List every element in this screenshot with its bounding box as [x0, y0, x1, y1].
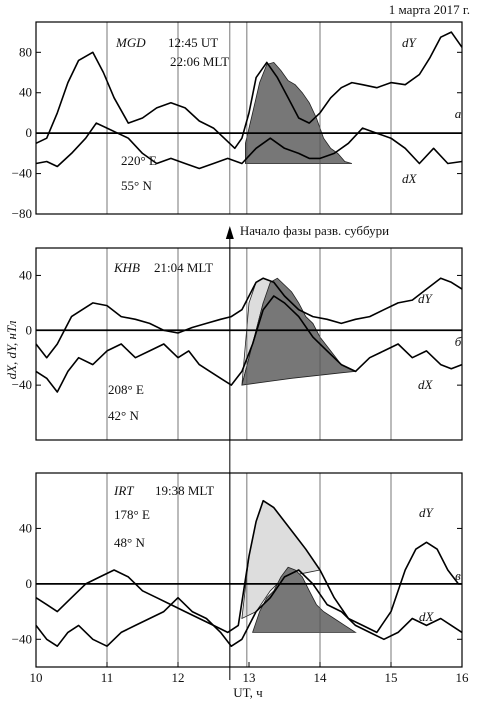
panel-c-longitude: 178° E	[114, 507, 150, 522]
panel-c-series-dX	[35, 569, 463, 648]
panel-b-shaded-bay-2	[241, 277, 357, 386]
panel-c-station: IRT	[113, 483, 134, 498]
panel-b-ytick-label--40: −40	[12, 377, 32, 392]
panel-a-series-dY	[35, 31, 463, 150]
panel-a-ytick-label-0: 0	[26, 125, 33, 140]
panel-b-series-dX	[35, 295, 463, 393]
panel-b-dY-label: dY	[418, 291, 434, 306]
panel-b-latitude: 42° N	[108, 408, 139, 423]
xtick-label-14: 14	[314, 670, 328, 685]
panel-a-longitude: 220° E	[121, 153, 157, 168]
panel-a: −80 −40 0 40 80 MGD 12:45 UT 22:06 MLT 220° E 55°…	[12, 21, 463, 221]
panel-b-dX-label: dX	[418, 377, 434, 392]
panel-c-ytick-label-0: 0	[26, 576, 33, 591]
xtick-label-13: 13	[243, 670, 256, 685]
panel-b-frame	[35, 247, 463, 441]
panel-a-dX-label: dX	[402, 171, 418, 186]
panel-c-ytick-label--40: −40	[12, 631, 32, 646]
x-axis-ticks: 10 11 12 13 14 15 16	[30, 662, 470, 685]
panel-b-station: KHB	[113, 260, 140, 275]
panel-a-latitude: 55° N	[121, 178, 152, 193]
panel-b: −40 0 40 KHB 21:04 MLT 208° E 42° N dY dX б	[12, 247, 463, 441]
panel-a-ytick-label--80: −80	[12, 206, 32, 221]
panel-c-panel-letter: в	[455, 568, 461, 583]
panel-a-ytick-label-40: 40	[19, 85, 32, 100]
panel-b-mlt: 21:04 MLT	[154, 260, 213, 275]
panel-c-latitude: 48° N	[114, 535, 145, 550]
x-axis-label: UT, ч	[233, 685, 263, 700]
y-axis-label: dX, dY, нТл	[4, 320, 19, 379]
xtick-label-10: 10	[30, 670, 43, 685]
panel-c: −40 0 40 IRT 19:38 MLT 178° E 48° N dY dX в	[12, 472, 463, 668]
panel-a-station: MGD	[115, 35, 146, 50]
panel-a-panel-letter: а	[455, 106, 462, 121]
panel-c-dY-label: dY	[419, 505, 435, 520]
substorm-onset-marker: Начало фазы разв. суббури	[225, 223, 389, 680]
panel-b-series-dY	[35, 277, 463, 359]
panel-b-panel-letter: б	[455, 334, 462, 349]
panel-a-dY-label: dY	[402, 35, 418, 50]
xtick-label-15: 15	[385, 670, 398, 685]
panels: −80 −40 0 40 80 MGD 12:45 UT 22:06 MLT 220° E 55°…	[12, 21, 463, 668]
xtick-label-16: 16	[456, 670, 470, 685]
xtick-label-11: 11	[101, 670, 114, 685]
panel-b-ytick-label-0: 0	[26, 322, 33, 337]
panel-c-mlt: 19:38 MLT	[155, 483, 214, 498]
panel-a-frame	[35, 21, 463, 215]
onset-label: Начало фазы разв. суббури	[240, 223, 389, 238]
panel-c-dX-label: dX	[419, 609, 435, 624]
panel-c-ytick-label-40: 40	[19, 520, 32, 535]
panel-a-series-dX	[35, 122, 463, 170]
panel-a-ytick-label--40: −40	[12, 166, 32, 181]
panel-a-mlt: 22:06 MLT	[170, 54, 229, 69]
panel-a-ytick-label-80: 80	[19, 44, 32, 59]
panel-c-series-dY	[35, 499, 462, 634]
onset-arrowhead	[225, 226, 234, 239]
panel-b-ytick-label-40: 40	[19, 267, 32, 282]
panel-a-ut-time: 12:45 UT	[168, 35, 218, 50]
figure-date: 1 марта 2017 г.	[389, 2, 470, 17]
xtick-label-12: 12	[172, 670, 185, 685]
panel-a-shaded-bay-1	[244, 61, 353, 164]
panel-b-longitude: 208° E	[108, 382, 144, 397]
